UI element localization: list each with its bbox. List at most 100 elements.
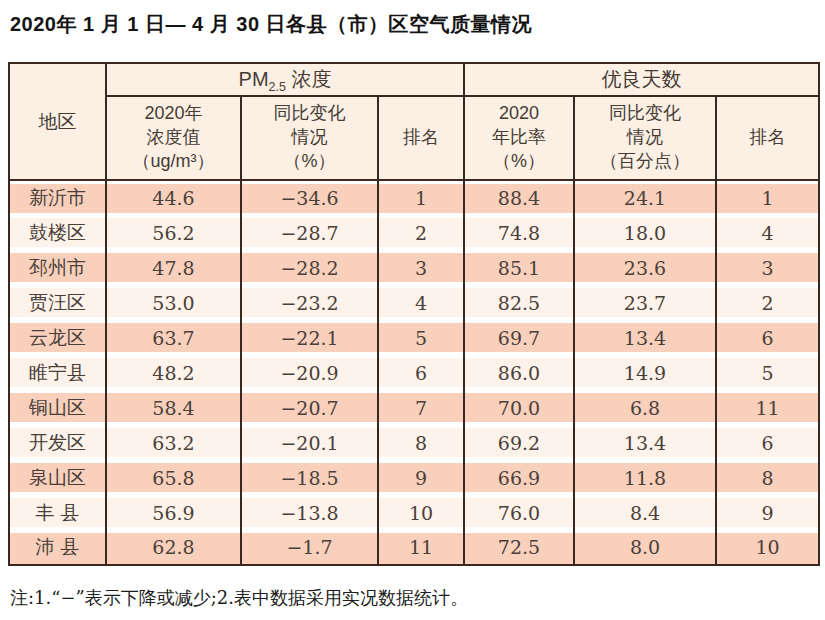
- good-rate-cell: 85.1: [464, 250, 574, 285]
- good-rate-cell: 72.5: [464, 530, 574, 565]
- table-row: 新沂市 44.6 −34.6 1 88.4 24.1 1: [9, 180, 819, 215]
- pm-value-cell: 62.8: [106, 530, 241, 565]
- pm-change-cell: −34.6: [241, 180, 378, 215]
- pm-rank-cell: 1: [378, 180, 464, 215]
- pm-value-cell: 44.6: [106, 180, 241, 215]
- pm-rank-cell: 9: [378, 460, 464, 495]
- good-change-cell: 23.7: [574, 285, 716, 320]
- pm-value-cell: 56.2: [106, 215, 241, 250]
- good-change-cell: 8.0: [574, 530, 716, 565]
- pm25-label: PM2.5 浓度: [239, 68, 332, 90]
- table-row: 邳州市 47.8 −28.2 3 85.1 23.6 3: [9, 250, 819, 285]
- good-rate-cell: 66.9: [464, 460, 574, 495]
- good-rank-cell: 11: [716, 390, 819, 425]
- table-body: 新沂市 44.6 −34.6 1 88.4 24.1 1 鼓楼区 56.2 −2…: [9, 180, 819, 565]
- pm-change-cell: −28.2: [241, 250, 378, 285]
- good-change-cell: 11.8: [574, 460, 716, 495]
- pm-change-cell: −20.7: [241, 390, 378, 425]
- pm-value-cell: 63.2: [106, 425, 241, 460]
- pm-rank-cell: 10: [378, 495, 464, 530]
- air-quality-table: 地区 PM2.5 浓度 优良天数 2020年 浓度值 （ug/m³） 同比变化 …: [8, 62, 820, 566]
- header-good-rate: 2020 年比率 （%）: [464, 96, 574, 180]
- good-rank-cell: 2: [716, 285, 819, 320]
- pm25-subscript: 2.5: [269, 80, 286, 94]
- table-row: 泉山区 65.8 −18.5 9 66.9 11.8 8: [9, 460, 819, 495]
- good-change-cell: 18.0: [574, 215, 716, 250]
- pm-value-cell: 65.8: [106, 460, 241, 495]
- good-rank-cell: 6: [716, 320, 819, 355]
- pm-change-cell: −20.1: [241, 425, 378, 460]
- good-rank-cell: 8: [716, 460, 819, 495]
- good-rate-cell: 82.5: [464, 285, 574, 320]
- header-pm-change: 同比变化 情况 （%）: [241, 96, 378, 180]
- region-cell: 邳州市: [9, 250, 106, 285]
- pm-rank-cell: 8: [378, 425, 464, 460]
- table-row: 丰 县 56.9 −13.8 10 76.0 8.4 9: [9, 495, 819, 530]
- header-group-good-days: 优良天数: [464, 63, 819, 96]
- region-cell: 睢宁县: [9, 355, 106, 390]
- region-cell: 贾汪区: [9, 285, 106, 320]
- good-rate-cell: 69.2: [464, 425, 574, 460]
- pm-rank-cell: 3: [378, 250, 464, 285]
- region-cell: 铜山区: [9, 390, 106, 425]
- good-rank-cell: 9: [716, 495, 819, 530]
- header-good-change: 同比变化 情况 （百分点）: [574, 96, 716, 180]
- good-rate-cell: 86.0: [464, 355, 574, 390]
- region-cell: 云龙区: [9, 320, 106, 355]
- good-rate-cell: 70.0: [464, 390, 574, 425]
- good-change-cell: 13.4: [574, 320, 716, 355]
- table-row: 云龙区 63.7 −22.1 5 69.7 13.4 6: [9, 320, 819, 355]
- pm-value-cell: 58.4: [106, 390, 241, 425]
- good-rate-cell: 76.0: [464, 495, 574, 530]
- good-rate-cell: 74.8: [464, 215, 574, 250]
- footnote: 注:1.“−”表示下降或减少;2.表中数据采用实况数据统计。: [10, 586, 468, 610]
- header-group-pm25: PM2.5 浓度: [106, 63, 464, 96]
- table-header: 地区 PM2.5 浓度 优良天数 2020年 浓度值 （ug/m³） 同比变化 …: [9, 63, 819, 180]
- pm-change-cell: −1.7: [241, 530, 378, 565]
- region-cell: 鼓楼区: [9, 215, 106, 250]
- good-change-cell: 6.8: [574, 390, 716, 425]
- good-rank-cell: 3: [716, 250, 819, 285]
- pm-change-cell: −18.5: [241, 460, 378, 495]
- good-rank-cell: 5: [716, 355, 819, 390]
- pm-rank-cell: 4: [378, 285, 464, 320]
- region-cell: 新沂市: [9, 180, 106, 215]
- good-rate-cell: 69.7: [464, 320, 574, 355]
- pm-change-cell: −23.2: [241, 285, 378, 320]
- header-pm-rank: 排名: [378, 96, 464, 180]
- region-cell: 开发区: [9, 425, 106, 460]
- pm-rank-cell: 7: [378, 390, 464, 425]
- good-rank-cell: 1: [716, 180, 819, 215]
- pm-change-cell: −20.9: [241, 355, 378, 390]
- pm-rank-cell: 11: [378, 530, 464, 565]
- pm-rank-cell: 2: [378, 215, 464, 250]
- table-row: 贾汪区 53.0 −23.2 4 82.5 23.7 2: [9, 285, 819, 320]
- pm-rank-cell: 5: [378, 320, 464, 355]
- pm-value-cell: 56.9: [106, 495, 241, 530]
- pm-value-cell: 47.8: [106, 250, 241, 285]
- pm-value-cell: 48.2: [106, 355, 241, 390]
- good-change-cell: 14.9: [574, 355, 716, 390]
- header-region: 地区: [9, 63, 106, 180]
- table-row: 沛 县 62.8 −1.7 11 72.5 8.0 10: [9, 530, 819, 565]
- good-change-cell: 24.1: [574, 180, 716, 215]
- table-row: 睢宁县 48.2 −20.9 6 86.0 14.9 5: [9, 355, 819, 390]
- region-cell: 沛 县: [9, 530, 106, 565]
- good-rank-cell: 4: [716, 215, 819, 250]
- pm-rank-cell: 6: [378, 355, 464, 390]
- table-row: 鼓楼区 56.2 −28.7 2 74.8 18.0 4: [9, 215, 819, 250]
- table-row: 铜山区 58.4 −20.7 7 70.0 6.8 11: [9, 390, 819, 425]
- page-title: 2020年 1 月 1 日— 4 月 30 日各县（市）区空气质量情况: [10, 11, 532, 38]
- pm-change-cell: −28.7: [241, 215, 378, 250]
- table-row: 开发区 63.2 −20.1 8 69.2 13.4 6: [9, 425, 819, 460]
- good-change-cell: 13.4: [574, 425, 716, 460]
- pm-value-cell: 53.0: [106, 285, 241, 320]
- region-cell: 泉山区: [9, 460, 106, 495]
- pm-change-cell: −22.1: [241, 320, 378, 355]
- pm-change-cell: −13.8: [241, 495, 378, 530]
- good-rank-cell: 6: [716, 425, 819, 460]
- good-change-cell: 8.4: [574, 495, 716, 530]
- region-cell: 丰 县: [9, 495, 106, 530]
- pm-value-cell: 63.7: [106, 320, 241, 355]
- good-rank-cell: 10: [716, 530, 819, 565]
